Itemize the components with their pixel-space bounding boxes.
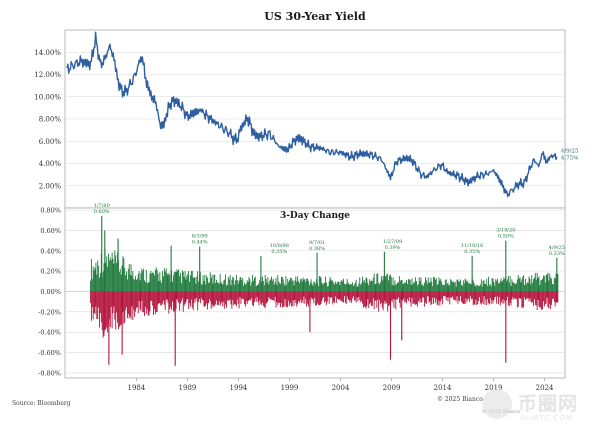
bottom-annotation-date: 4/9/25 (549, 245, 565, 251)
bottom-annotation-value: 0.35% (271, 249, 287, 255)
x-tick-label: 1994 (230, 384, 248, 392)
top-y-tick-label: 2.00% (39, 182, 62, 190)
source-note: Source: Bloomberg (12, 400, 71, 407)
x-tick-label: 1999 (281, 384, 299, 392)
top-chart: US 30-Year Yield 2.00% 4.00% 6.00% 8.00% 10.… (34, 10, 579, 209)
bottom-annotation-value: 0.38% (309, 246, 325, 252)
bottom-annotation-date: 3/19/20 (496, 228, 515, 234)
bottom-y-tick-label: -0.60% (38, 349, 61, 357)
x-tick-label: 2014 (434, 384, 452, 392)
bottom-y-tick-label: -0.40% (38, 329, 61, 337)
bottom-annotation-date: 8/3/90 (192, 234, 208, 240)
bottom-annotation-date: 10/8/98 (270, 243, 289, 249)
top-y-tick-label: 14.00% (34, 49, 61, 57)
bottom-annotation-value: 0.60% (94, 209, 110, 215)
bottom-annotation-value: 0.39% (385, 245, 401, 251)
bottom-chart: 3-Day Change -0.80% -0.60% -0.40% -0.20% 0.0… (38, 203, 566, 392)
x-tick-label: 1989 (179, 384, 197, 392)
yield-series-line (66, 31, 558, 198)
bottom-y-tick-label: 0.00% (40, 288, 61, 296)
top-chart-annotations: 4/9/254.75% (561, 149, 579, 162)
bottom-chart-title: 3-Day Change (280, 211, 350, 221)
watermark-text: 币圈网 (518, 393, 579, 415)
bottom-y-tick-label: 0.60% (40, 227, 61, 235)
bottom-annotation-value: 0.44% (192, 240, 208, 246)
x-tick-label: 2019 (485, 384, 503, 392)
x-tick-label: 2024 (536, 384, 554, 392)
bottom-chart-y-ticks: -0.80% -0.60% -0.40% -0.20% 0.00% 0.20% 0.40% 0… (38, 207, 61, 378)
top-chart-y-ticks: 2.00% 4.00% 6.00% 8.00% 10.00% 12.00% 14.00% (34, 49, 61, 191)
top-y-tick-label: 4.00% (39, 160, 62, 168)
copyright-note: © 2025 Bianco (437, 396, 483, 403)
x-tick-label: 2004 (332, 384, 350, 392)
bottom-y-tick-label: 0.20% (40, 268, 61, 276)
bottom-chart-annotations: 1/7/800.60%8/3/900.44%10/8/980.35%9/7/01… (94, 203, 565, 257)
top-annotation-date: 4/9/25 (561, 149, 579, 155)
x-tick-label: 2009 (383, 384, 401, 392)
watermark-url: ALIBTC.COM (520, 414, 573, 422)
bottom-y-tick-label: 0.40% (40, 247, 61, 255)
bottom-y-tick-label: -0.20% (38, 308, 61, 316)
top-y-tick-label: 6.00% (39, 138, 62, 146)
top-y-tick-label: 8.00% (39, 116, 62, 124)
bottom-annotation-value: 0.35% (464, 249, 480, 255)
bottom-annotation-date: 9/7/01 (309, 240, 325, 246)
x-tick-label: 1984 (128, 384, 146, 392)
watermark-logo-icon (482, 389, 512, 419)
top-y-tick-label: 12.00% (34, 71, 61, 79)
bottom-annotation-date: 1/7/80 (94, 203, 110, 209)
bottom-annotation-date: 11/10/16 (461, 243, 483, 249)
bottom-y-tick-label: -0.80% (38, 369, 61, 377)
bottom-annotation-value: 0.50% (498, 234, 514, 240)
bottom-chart-bars (90, 216, 559, 366)
bottom-y-tick-label: 0.80% (40, 207, 61, 215)
top-y-tick-label: 10.00% (34, 93, 61, 101)
watermark: 币圈网 ALIBTC.COM (482, 387, 594, 427)
bottom-annotation-date: 1/27/09 (383, 239, 402, 245)
top-chart-series (66, 31, 558, 198)
top-annotation-value: 4.75% (561, 156, 578, 162)
bottom-annotation-value: 0.33% (549, 251, 565, 257)
bottom-chart-x-ticks: 1984 1989 1994 1999 2004 2009 2014 2019 2024 (128, 378, 554, 392)
top-chart-gridlines (65, 51, 565, 187)
top-chart-title: US 30-Year Yield (264, 10, 366, 23)
